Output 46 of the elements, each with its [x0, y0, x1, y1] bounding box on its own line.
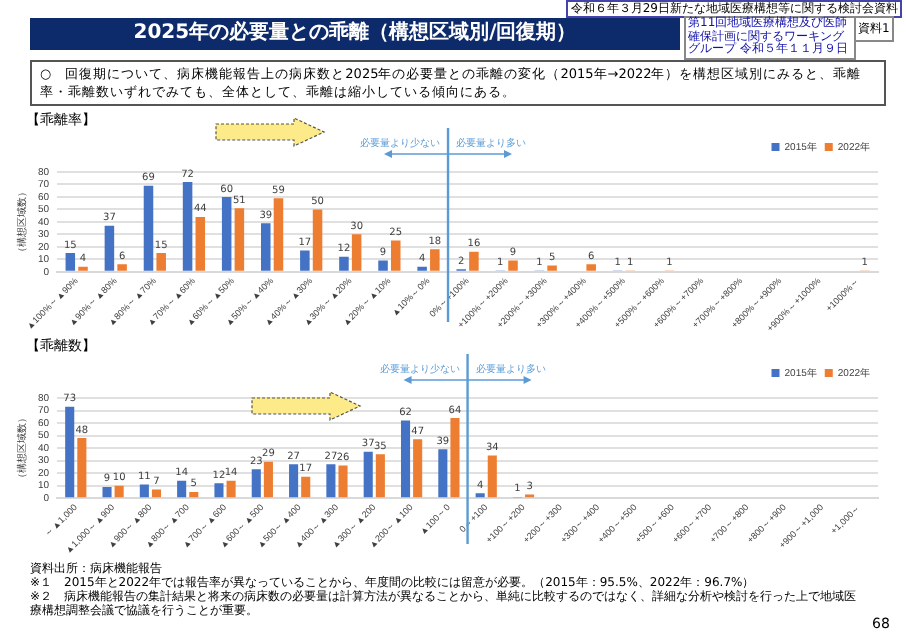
bar [251, 469, 261, 498]
bar [390, 240, 401, 271]
bar [430, 249, 440, 271]
bar [326, 464, 336, 498]
bar [156, 253, 166, 271]
bar [182, 181, 193, 271]
bar [234, 208, 245, 271]
bar [400, 420, 411, 498]
bar [65, 406, 75, 498]
bar [339, 256, 349, 271]
bar [214, 483, 224, 498]
bar [508, 260, 518, 271]
text: 2025年の必要量との乖離（構想区域別/回復期） [30, 18, 680, 50]
bar [261, 223, 271, 271]
bar [117, 264, 127, 271]
bar [547, 265, 557, 271]
bar [586, 264, 596, 271]
bar [139, 484, 149, 498]
bar [378, 260, 388, 271]
bar [114, 485, 124, 498]
bar [450, 418, 460, 498]
bar [151, 489, 162, 498]
bar [273, 198, 284, 271]
bar [375, 454, 385, 498]
bar [104, 225, 115, 271]
bar [221, 196, 232, 271]
bar [77, 438, 87, 498]
bar [263, 461, 273, 498]
bar [363, 451, 373, 498]
bar [351, 234, 362, 271]
bar [289, 464, 299, 498]
bar [143, 185, 154, 271]
bar [312, 209, 323, 271]
bar [189, 491, 199, 498]
bar [177, 480, 187, 498]
bar [438, 449, 448, 498]
bar [338, 465, 348, 498]
bar [102, 486, 112, 498]
bar [226, 480, 236, 498]
bar [469, 251, 479, 271]
bar [487, 455, 497, 498]
bar [301, 476, 311, 498]
bar [413, 439, 423, 498]
bar [65, 253, 76, 271]
bar [195, 216, 206, 271]
bar [300, 250, 310, 271]
